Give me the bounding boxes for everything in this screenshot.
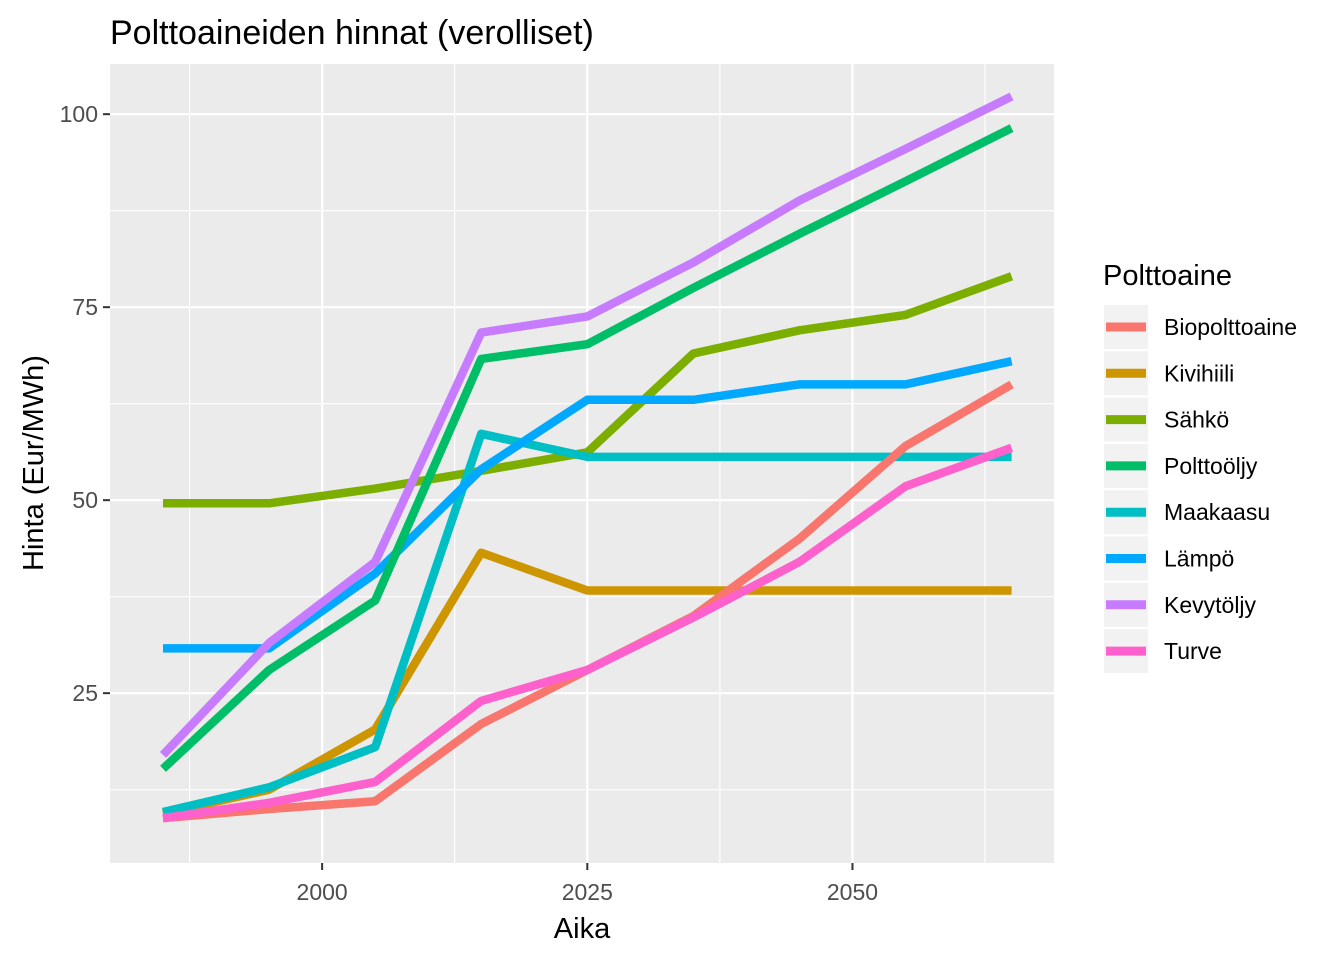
series-line-kevyt-ljy bbox=[159, 92, 1014, 758]
y-axis-title: Hinta (Eur/MWh) bbox=[18, 355, 50, 571]
y-axis: 25 50 75 100 bbox=[60, 101, 110, 706]
x-tick-label: 2025 bbox=[562, 879, 613, 905]
x-tick-label: 2000 bbox=[297, 879, 348, 905]
series-line-s-hk- bbox=[163, 272, 1014, 508]
plot-panel bbox=[110, 64, 1054, 863]
x-axis-title: Aika bbox=[554, 913, 611, 945]
series-line-turve bbox=[162, 443, 1014, 823]
x-tick-label: 2050 bbox=[827, 879, 878, 905]
legend-label: Kevytöljy bbox=[1164, 592, 1257, 618]
y-tick-label: 75 bbox=[72, 294, 98, 320]
major-grid bbox=[110, 64, 1054, 863]
x-axis: 2000 2025 2050 bbox=[297, 863, 878, 905]
legend-label: Lämpö bbox=[1164, 546, 1234, 572]
series-lines bbox=[159, 92, 1014, 823]
legend-label: Polttoöljy bbox=[1164, 453, 1258, 479]
legend-label: Kivihiili bbox=[1164, 360, 1234, 386]
y-tick-label: 100 bbox=[60, 101, 98, 127]
legend-label: Turve bbox=[1164, 638, 1222, 664]
series-line-maakaasu bbox=[162, 429, 1012, 817]
chart-title: Polttoaineiden hinnat (verolliset) bbox=[110, 14, 594, 52]
legend: Polttoaine Biopolttoaine Kivihiili Sähkö Po… bbox=[1103, 260, 1297, 674]
legend-label: Sähkö bbox=[1164, 407, 1229, 433]
legend-title: Polttoaine bbox=[1103, 260, 1232, 292]
legend-label: Maakaasu bbox=[1164, 499, 1270, 525]
series-line-l-mp- bbox=[163, 357, 1013, 653]
legend-label: Biopolttoaine bbox=[1164, 314, 1297, 340]
series-line-poltto-ljy bbox=[160, 124, 1014, 772]
y-tick-label: 50 bbox=[72, 487, 98, 513]
y-tick-label: 25 bbox=[72, 680, 98, 706]
